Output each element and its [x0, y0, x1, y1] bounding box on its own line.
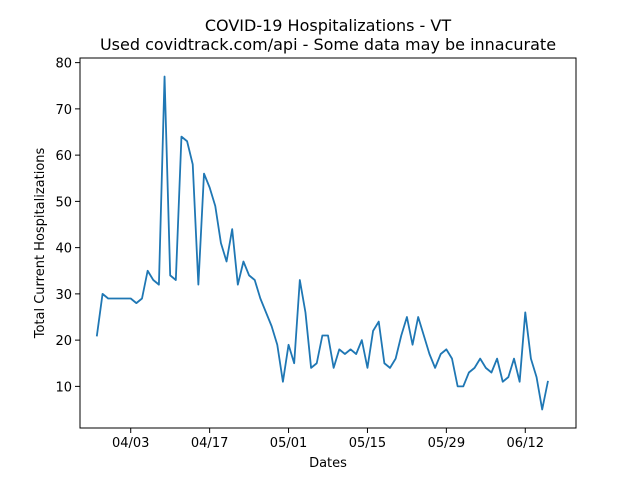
- y-tick-label: 60: [55, 149, 72, 164]
- plot-area: [79, 57, 577, 429]
- y-tick-label: 40: [55, 242, 72, 257]
- y-tick-label: 80: [55, 57, 72, 72]
- chart-subtitle: Used covidtrack.com/api - Some data may …: [100, 35, 556, 54]
- x-tick-label: 04/03: [112, 436, 149, 451]
- y-tick-label: 10: [55, 380, 72, 395]
- y-tick-label: 50: [55, 195, 72, 210]
- y-tick-label: 20: [55, 334, 72, 349]
- x-tick-label: 05/01: [270, 436, 307, 451]
- x-axis-ticks: 04/03 04/17 05/01 05/15 05/29 06/12: [112, 428, 544, 451]
- series-line: [95, 75, 549, 411]
- x-axis-label: Dates: [309, 456, 347, 471]
- x-tick-label: 05/15: [349, 436, 386, 451]
- y-tick-label: 30: [55, 288, 72, 303]
- x-tick-label: 06/12: [507, 436, 544, 451]
- x-tick-label: 05/29: [428, 436, 465, 451]
- x-tick-label: 04/17: [191, 436, 228, 451]
- y-axis-ticks: 10 20 30 40 50 60 70 80: [55, 57, 80, 395]
- chart-title: COVID-19 Hospitalizations - VT: [205, 16, 451, 35]
- axes-frame: [79, 57, 577, 429]
- y-tick-label: 70: [55, 103, 72, 118]
- y-axis-label: Total Current Hospitalizations: [33, 147, 48, 339]
